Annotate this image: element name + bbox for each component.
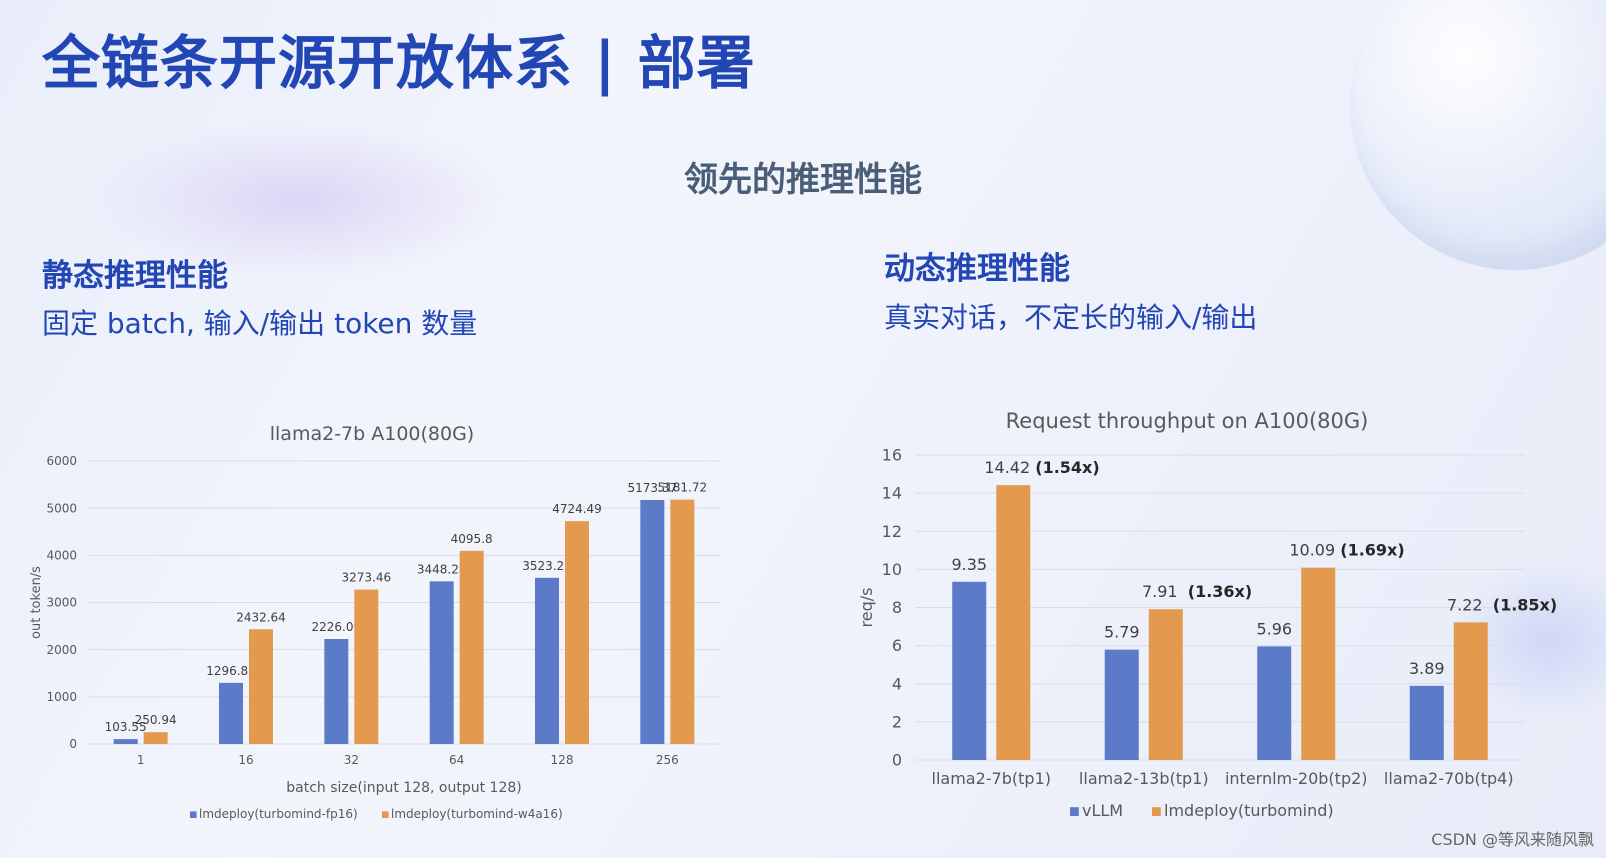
dynamic-perf-description: 真实对话，不定长的输入/输出: [884, 301, 1258, 334]
y-tick-label: 5000: [46, 501, 77, 515]
bar: [1257, 646, 1292, 760]
bar: [429, 581, 454, 744]
legend-label: lmdeploy(turbomind): [1164, 801, 1334, 820]
bar: [249, 629, 273, 744]
speedup-annotation: (1.85x): [1493, 595, 1557, 614]
bar: [459, 550, 484, 744]
bar: [1301, 567, 1336, 760]
slide-subtitle: 领先的推理性能: [684, 160, 922, 200]
data-label: 4724.49: [552, 502, 602, 516]
y-axis-label: out token/s: [29, 566, 44, 639]
x-tick-label: 32: [344, 753, 359, 767]
data-label: 9.35: [951, 555, 987, 574]
bar: [324, 639, 349, 744]
data-label: 7.91: [1142, 582, 1178, 601]
y-tick-label: 2: [892, 712, 902, 731]
legend-label: lmdeploy(turbomind-w4a16): [391, 807, 563, 821]
bar: [1148, 609, 1183, 760]
legend-swatch: [190, 811, 197, 818]
x-tick-label: 1: [137, 753, 145, 767]
data-label: 5.96: [1256, 619, 1292, 638]
legend-swatch: [1070, 807, 1079, 816]
data-label: 14.42: [984, 458, 1030, 477]
data-label: 103.55: [105, 720, 147, 734]
speedup-annotation: (1.36x): [1188, 582, 1252, 601]
x-tick-label: llama2-70b(tp4): [1384, 769, 1514, 788]
x-tick-label: llama2-13b(tp1): [1079, 769, 1209, 788]
y-tick-label: 10: [882, 560, 902, 579]
y-tick-label: 0: [69, 737, 77, 751]
bar: [143, 732, 168, 744]
y-tick-label: 1000: [46, 690, 77, 704]
data-label: 10.09: [1289, 541, 1335, 560]
x-tick-label: 128: [551, 753, 574, 767]
y-tick-label: 6000: [46, 454, 77, 468]
y-tick-label: 3000: [46, 596, 77, 610]
legend-swatch: [382, 811, 389, 818]
speedup-annotation: (1.69x): [1340, 541, 1404, 560]
data-label: 1296.88: [206, 664, 256, 678]
data-label: 5181.72: [658, 481, 708, 495]
bar: [113, 739, 138, 744]
data-label: 3273.46: [342, 571, 392, 585]
static-perf-heading: 静态推理性能: [42, 258, 228, 294]
background-glow: [90, 120, 510, 280]
static-throughput-chart: llama2-7b A100(80G) 0 1000 2000 3000 4000 5000…: [29, 423, 720, 821]
bar: [354, 589, 379, 744]
page-title: 全链条开源开放体系 | 部署: [42, 29, 756, 97]
y-tick-label: 4: [892, 674, 902, 693]
data-label: 250.94: [135, 713, 177, 727]
speedup-annotation: (1.54x): [1035, 458, 1099, 477]
bar: [640, 499, 665, 744]
bar: [670, 499, 695, 744]
x-tick-label: llama2-7b(tp1): [932, 769, 1051, 788]
legend-label: lmdeploy(turbomind-fp16): [199, 807, 358, 821]
chart-title: Request throughput on A100(80G): [1006, 409, 1369, 433]
data-label: 2226.09: [312, 620, 362, 634]
bar: [1409, 685, 1444, 760]
x-tick-label: internlm-20b(tp2): [1225, 769, 1368, 788]
data-label: 3523.22: [522, 559, 572, 573]
bar: [535, 577, 559, 744]
bar: [565, 521, 589, 744]
y-tick-label: 8: [892, 598, 902, 617]
y-tick-label: 0: [892, 751, 902, 770]
data-label: 5173.37: [628, 481, 678, 495]
y-axis-label: req/s: [857, 588, 876, 628]
bar: [996, 485, 1031, 760]
y-tick-label: 12: [882, 522, 902, 541]
y-tick-label: 6: [892, 636, 902, 655]
data-label: 5.79: [1104, 623, 1140, 642]
x-tick-label: 256: [656, 753, 679, 767]
data-label: 2432.64: [236, 610, 286, 624]
watermark: CSDN @等风来随风飘: [1431, 830, 1594, 849]
y-tick-label: 16: [882, 446, 902, 465]
legend-swatch: [1152, 807, 1161, 816]
x-axis-label: batch size(input 128, output 128): [286, 780, 521, 796]
data-label: 3448.22: [417, 562, 467, 576]
bar: [1104, 649, 1139, 760]
data-label: 4095.8: [451, 532, 493, 546]
static-perf-description: 固定 batch, 输入/输出 token 数量: [42, 307, 478, 340]
dynamic-perf-heading: 动态推理性能: [884, 251, 1070, 287]
data-label: 3.89: [1409, 659, 1445, 678]
y-tick-label: 4000: [46, 549, 77, 563]
bar: [952, 581, 987, 760]
bar: [1453, 622, 1488, 760]
chart-title: llama2-7b A100(80G): [270, 423, 474, 445]
x-tick-label: 64: [449, 753, 464, 767]
x-tick-label: 16: [238, 753, 253, 767]
y-tick-label: 2000: [46, 643, 77, 657]
bar: [219, 682, 243, 744]
legend-label: vLLM: [1082, 801, 1123, 820]
y-tick-label: 14: [882, 484, 902, 503]
data-label: 7.22: [1447, 595, 1483, 614]
